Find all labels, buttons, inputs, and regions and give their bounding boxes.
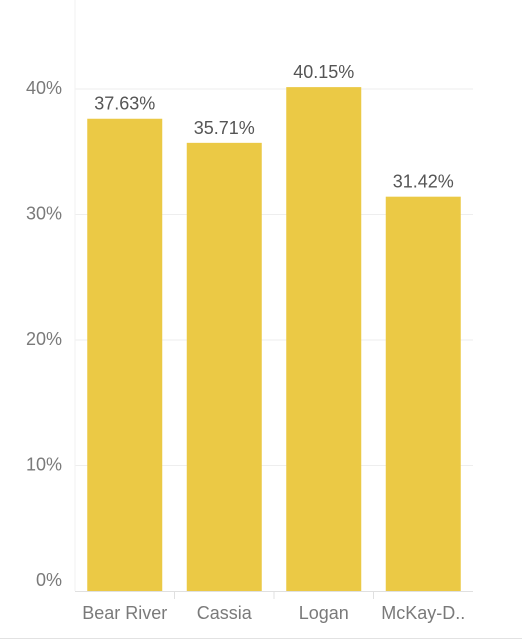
- x-tick-label: Bear River: [82, 603, 167, 623]
- bars: [87, 87, 461, 592]
- data-labels: 37.63% 35.71% 40.15% 31.42%: [94, 62, 454, 192]
- x-tick-label: Logan: [299, 603, 349, 623]
- y-tick-label: 0%: [36, 570, 62, 590]
- bar[interactable]: [186, 142, 262, 592]
- bar-value-label: 40.15%: [293, 62, 354, 82]
- x-tick-label: McKay-D..: [381, 603, 465, 623]
- bar-value-label: 35.71%: [194, 118, 255, 138]
- y-tick-label: 30%: [26, 203, 62, 223]
- x-axis-ticks: Bear River Cassia Logan McKay-D..: [82, 603, 465, 623]
- y-axis-ticks: 0% 10% 20% 30% 40%: [26, 78, 62, 590]
- y-tick-label: 10%: [26, 454, 62, 474]
- bar[interactable]: [385, 196, 461, 591]
- bar-value-label: 37.63%: [94, 94, 155, 114]
- bar[interactable]: [286, 87, 362, 592]
- bar[interactable]: [87, 118, 163, 591]
- y-tick-label: 40%: [26, 78, 62, 98]
- bar-value-label: 31.42%: [393, 172, 454, 192]
- x-tick-label: Cassia: [197, 603, 253, 623]
- axes: [74, 0, 473, 599]
- y-tick-label: 20%: [26, 329, 62, 349]
